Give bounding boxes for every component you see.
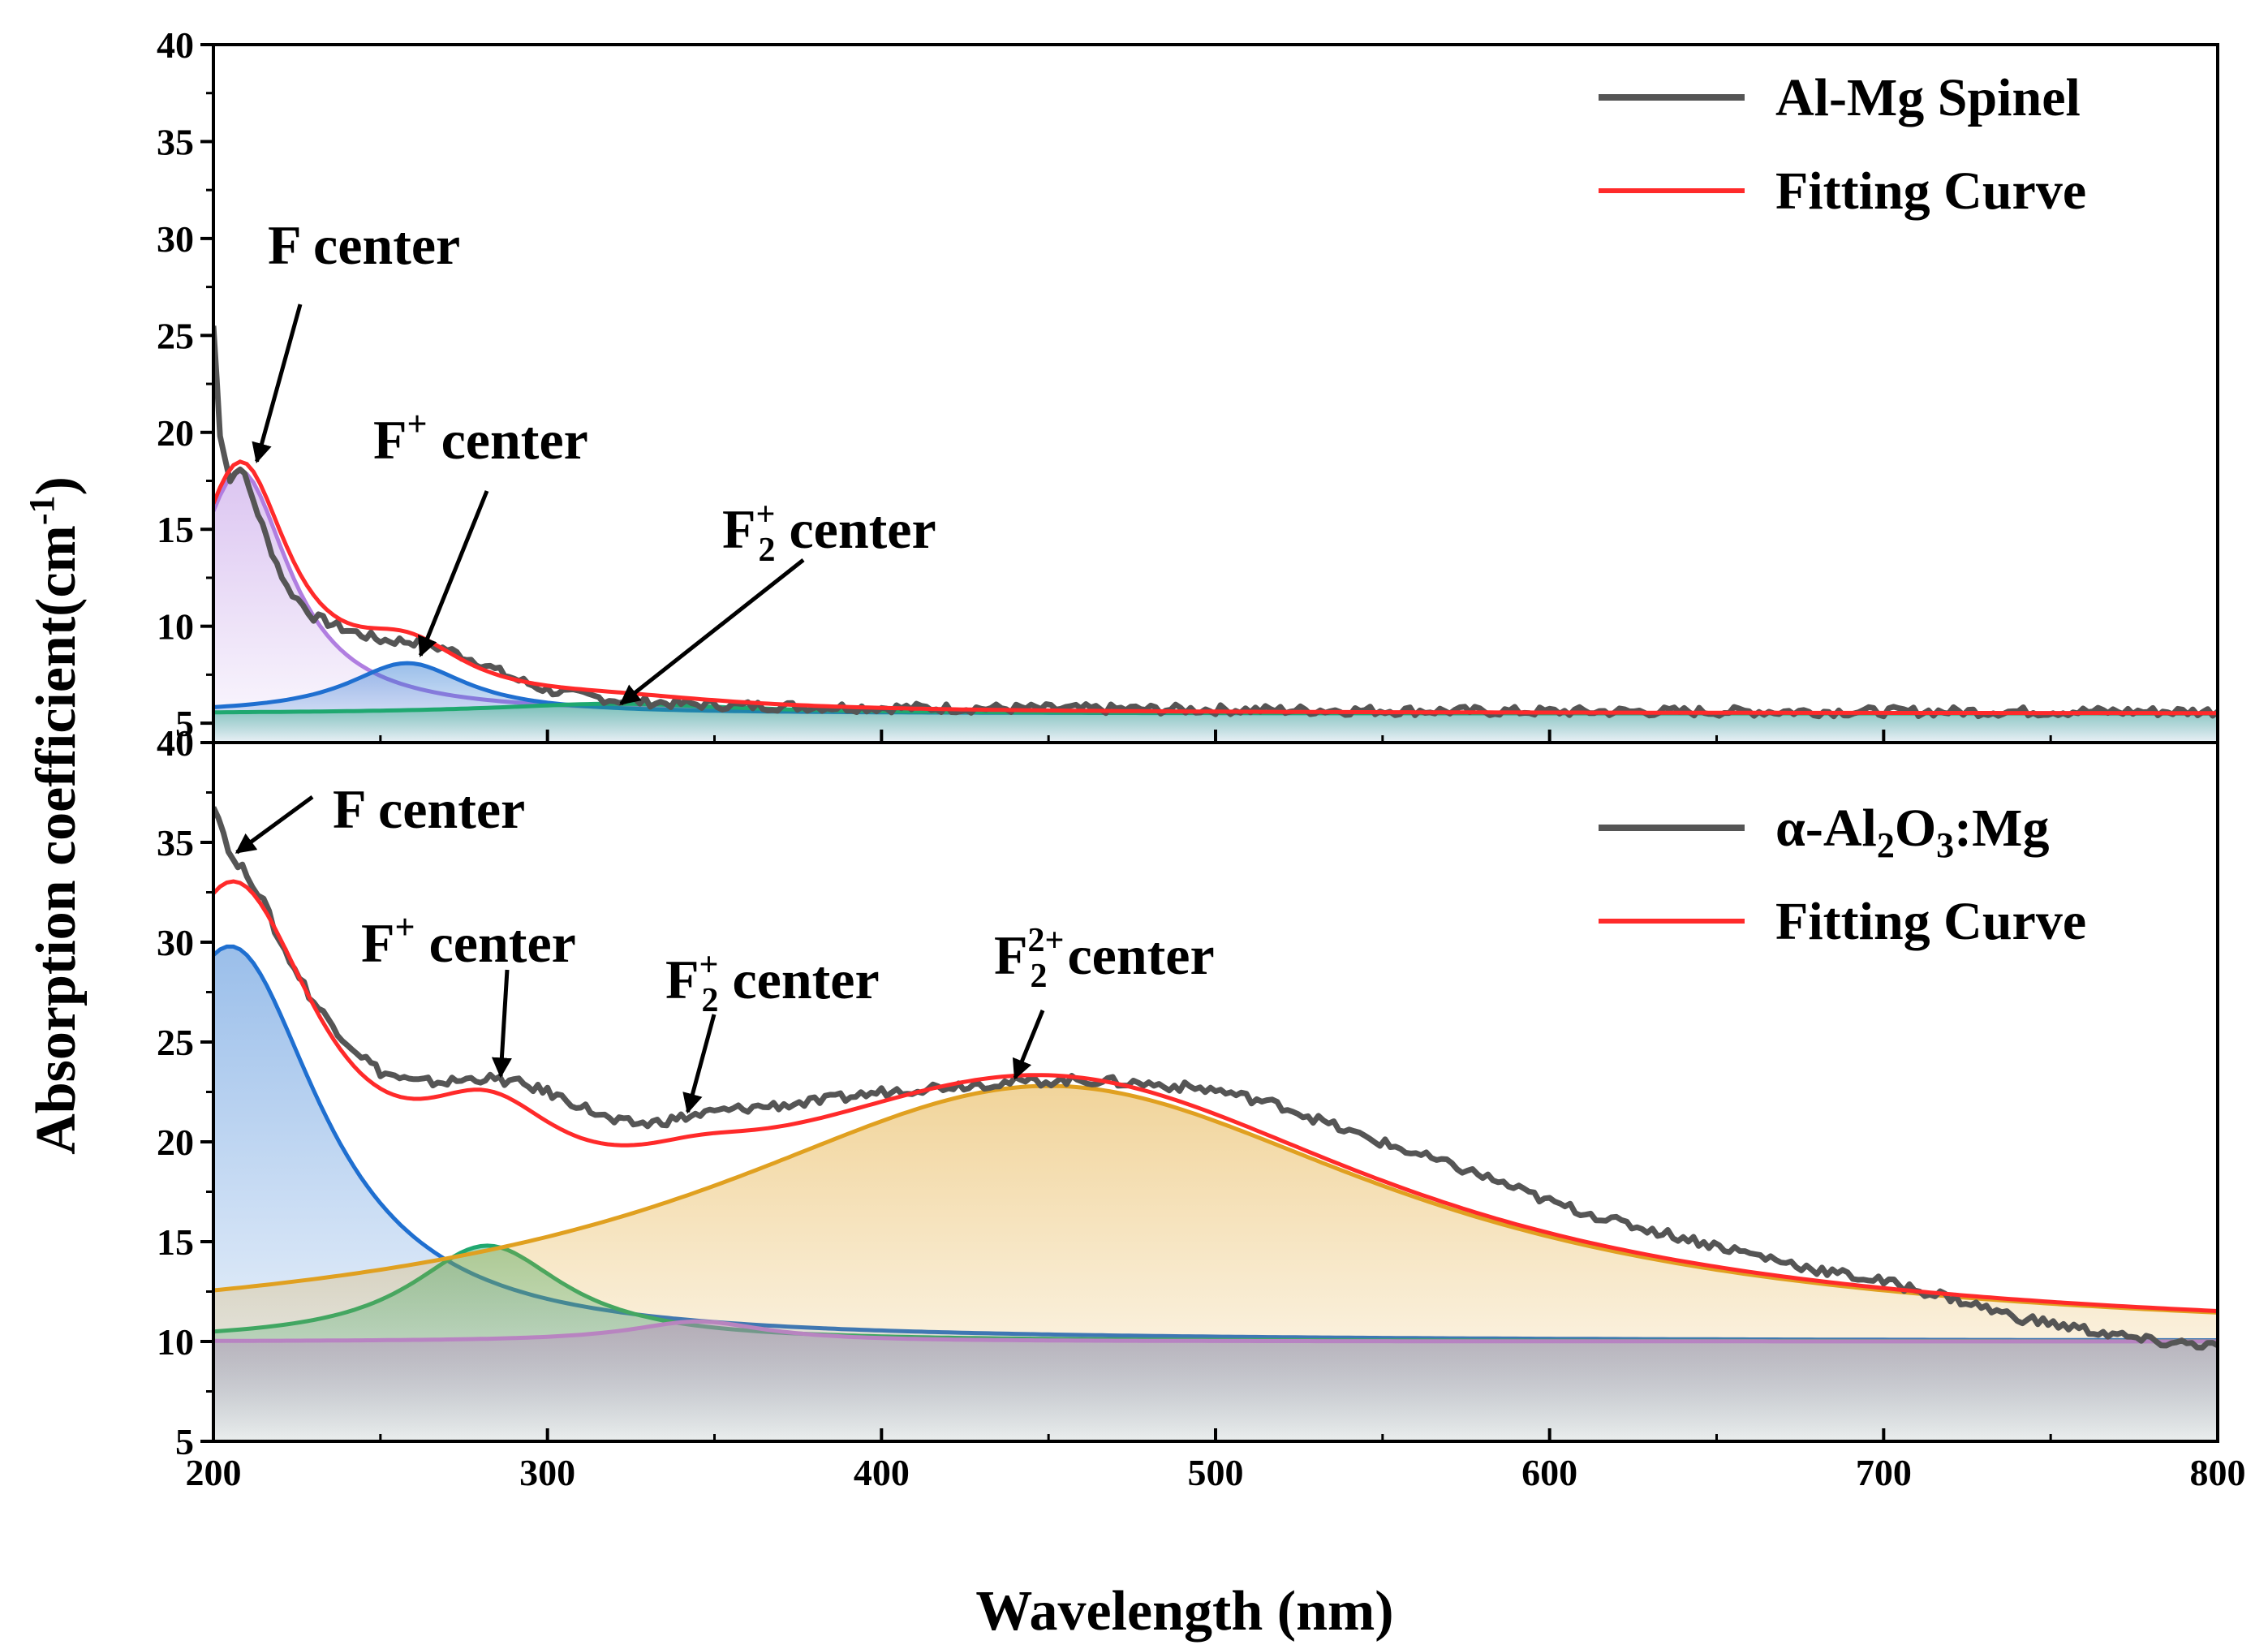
panel-top: 5 10 15 20 25 30 35 40 Al-Mg Spinel Fitting Curve… xyxy=(157,24,2219,744)
y-tick-label-top-40: 40 xyxy=(157,24,194,66)
y-tick-label-top-25: 25 xyxy=(157,315,194,356)
plot-area-top xyxy=(213,325,2218,743)
measured-curve-bottom xyxy=(213,806,2218,1351)
y-axis-title: Absorption coefficient(cm-1) xyxy=(22,476,88,1155)
component-fill-bottom-3 xyxy=(213,1086,2218,1441)
annotation-top-0: F center xyxy=(268,214,460,276)
annotation-top-1: F+ center xyxy=(373,404,588,471)
y-tick-label-top-5: 5 xyxy=(175,703,194,744)
y-tick-label-bottom-15: 15 xyxy=(157,1221,194,1263)
y-tick-label-top-15: 15 xyxy=(157,509,194,550)
y-axis-title-main: Absorption coefficient(cm xyxy=(25,525,88,1155)
fit-curve-top xyxy=(213,459,2218,716)
x-tick-label-200: 200 xyxy=(186,1452,242,1493)
y-axis-title-close: ) xyxy=(25,476,88,495)
plot-area-bottom xyxy=(213,806,2218,1441)
x-tick-label-800: 800 xyxy=(2190,1452,2246,1493)
y-tick-label-bottom-25: 25 xyxy=(157,1022,194,1063)
annotation-arrow-bottom-2 xyxy=(682,1014,717,1114)
y-tick-label-bottom-20: 20 xyxy=(157,1122,194,1163)
x-axis-title: Wavelength (nm) xyxy=(975,1580,1393,1643)
y-tick-label-bottom-35: 35 xyxy=(157,822,194,863)
annotation-bottom-3: F2+ 2 center xyxy=(994,922,1215,995)
x-tick-label-700: 700 xyxy=(1856,1452,1912,1493)
annotation-bottom-0: F center xyxy=(333,778,525,840)
legend-label-top-0: Al-Mg Spinel xyxy=(1775,68,2081,127)
y-axis-title-sup: -1 xyxy=(22,496,62,526)
x-axis: 200 300 400 500 600 700 800 xyxy=(186,1452,2246,1493)
y-tick-label-top-10: 10 xyxy=(157,606,194,648)
annotation-top-2: F+ 2 center xyxy=(722,496,936,569)
x-tick-label-500: 500 xyxy=(1188,1452,1244,1493)
component-curve-bottom-3 xyxy=(213,1083,2218,1315)
y-tick-label-bottom-30: 30 xyxy=(157,922,194,963)
x-tick-label-600: 600 xyxy=(1521,1452,1577,1493)
legend-label-top-1: Fitting Curve xyxy=(1775,161,2086,221)
annotation-arrow-top-2 xyxy=(619,558,805,706)
fit-curve-bottom xyxy=(213,879,2218,1313)
annotation-arrow-top-1 xyxy=(418,490,489,657)
frame-top xyxy=(212,43,2219,744)
legend-label-bottom-0: α-Al2O3:Mg xyxy=(1775,799,2049,865)
y-tick-label-bottom-5: 5 xyxy=(175,1421,194,1462)
annotation-arrow-top-0 xyxy=(252,304,303,464)
annotation-arrow-bottom-1 xyxy=(491,969,512,1079)
x-tick-label-400: 400 xyxy=(854,1452,910,1493)
y-tick-label-bottom-40: 40 xyxy=(157,722,194,764)
annotation-arrow-bottom-0 xyxy=(235,795,314,855)
y-tick-label-top-30: 30 xyxy=(157,218,194,260)
measured-curve-top xyxy=(213,325,2218,720)
annotation-bottom-1: F+ center xyxy=(361,907,576,974)
annotation-bottom-2: F+ 2 center xyxy=(665,946,880,1019)
y-tick-label-bottom-10: 10 xyxy=(157,1321,194,1363)
y-tick-label-top-20: 20 xyxy=(157,412,194,454)
y-tick-label-top-35: 35 xyxy=(157,121,194,162)
annotation-arrow-bottom-3 xyxy=(1012,1010,1045,1080)
x-tick-label-300: 300 xyxy=(519,1452,575,1493)
panel-bottom: 5 10 15 20 25 30 35 40 α-Al2O3:Mg Fitting Curve F … xyxy=(157,722,2219,1462)
legend-label-bottom-1: Fitting Curve xyxy=(1775,892,2086,951)
